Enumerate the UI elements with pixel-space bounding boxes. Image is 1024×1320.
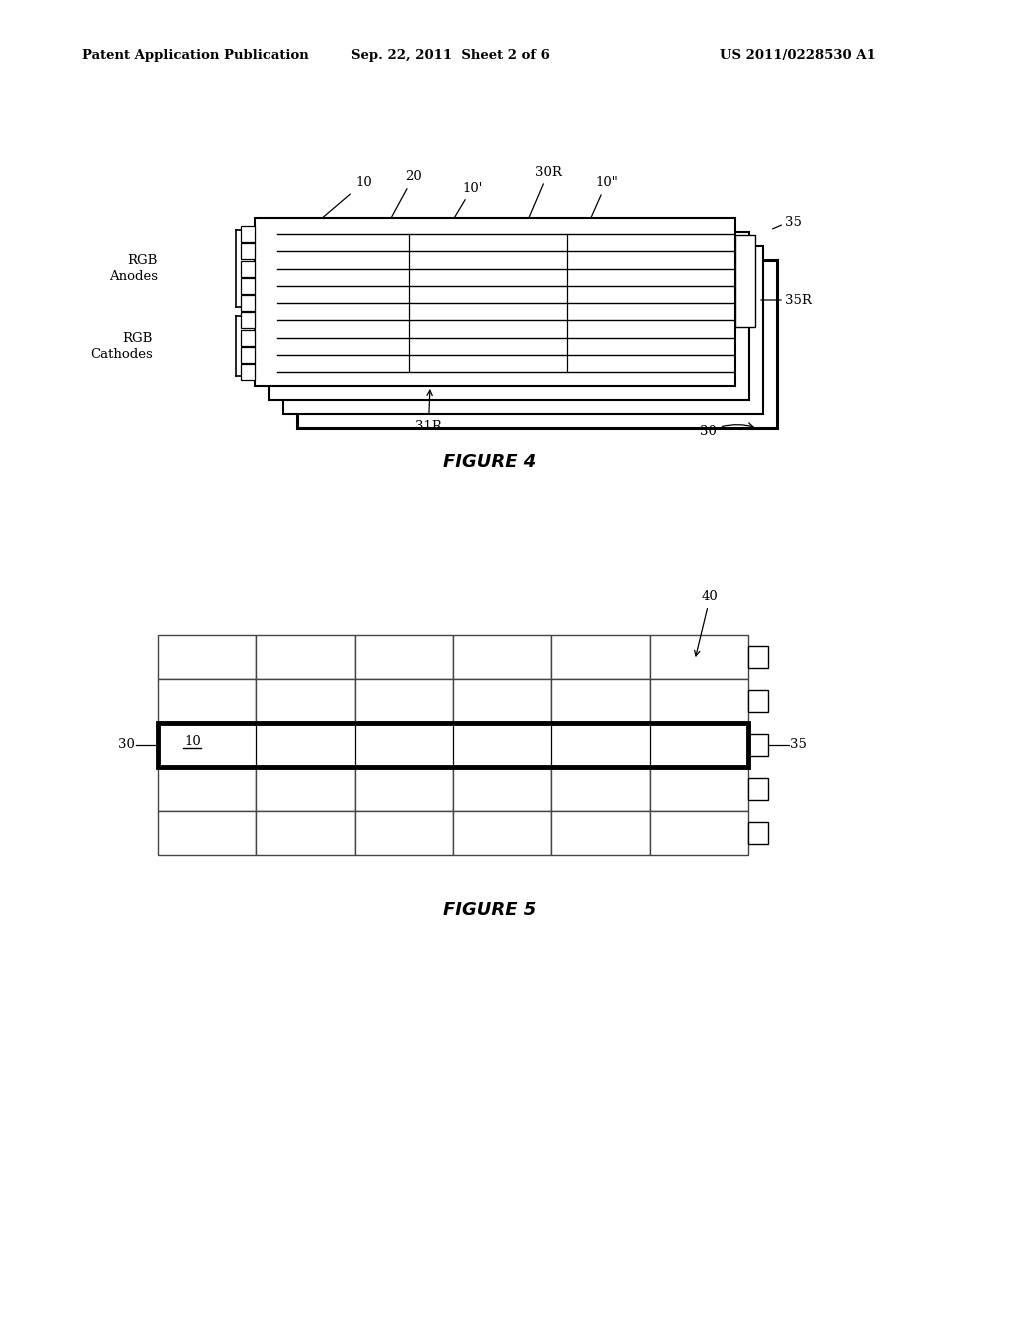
Text: RGB
Anodes: RGB Anodes <box>109 253 158 282</box>
Bar <box>649 635 748 678</box>
Text: 35R: 35R <box>785 293 812 306</box>
Bar <box>283 246 763 414</box>
Bar <box>453 678 551 723</box>
Bar <box>551 635 649 678</box>
Bar <box>735 235 755 327</box>
Bar <box>158 723 748 767</box>
Bar <box>256 767 354 810</box>
Text: 20: 20 <box>391 170 422 218</box>
Bar <box>241 226 255 242</box>
Bar <box>453 635 551 678</box>
Bar <box>453 810 551 855</box>
Bar <box>551 810 649 855</box>
Bar <box>748 690 768 711</box>
Bar <box>354 767 453 810</box>
Bar <box>241 294 255 312</box>
Bar <box>256 723 354 767</box>
Text: 35: 35 <box>790 738 807 751</box>
Bar <box>551 723 649 767</box>
Text: 10: 10 <box>323 177 372 218</box>
Bar <box>649 810 748 855</box>
Bar <box>256 635 354 678</box>
Text: 30: 30 <box>700 422 753 438</box>
Text: 30R: 30R <box>529 165 562 218</box>
Text: Sep. 22, 2011  Sheet 2 of 6: Sep. 22, 2011 Sheet 2 of 6 <box>350 49 550 62</box>
Bar <box>241 364 255 380</box>
Text: US 2011/0228530 A1: US 2011/0228530 A1 <box>720 49 876 62</box>
Bar <box>158 678 256 723</box>
Bar <box>241 313 255 329</box>
Bar <box>158 810 256 855</box>
Bar <box>551 767 649 810</box>
Text: FIGURE 4: FIGURE 4 <box>443 453 537 471</box>
Bar <box>748 777 768 800</box>
Text: Patent Application Publication: Patent Application Publication <box>82 49 309 62</box>
Bar <box>241 243 255 259</box>
Bar <box>256 678 354 723</box>
Text: 40: 40 <box>694 590 719 656</box>
Text: 31R: 31R <box>415 391 442 433</box>
Bar <box>269 232 749 400</box>
Bar <box>649 678 748 723</box>
Bar <box>551 678 649 723</box>
Bar <box>354 723 453 767</box>
Text: 35: 35 <box>785 215 802 228</box>
Bar <box>453 767 551 810</box>
Bar <box>748 645 768 668</box>
Text: 30: 30 <box>118 738 135 751</box>
Bar <box>241 260 255 276</box>
Bar <box>241 330 255 346</box>
Bar <box>354 678 453 723</box>
Bar <box>241 277 255 294</box>
Text: 10': 10' <box>455 181 482 218</box>
Bar <box>297 260 777 428</box>
Text: RGB
Cathodes: RGB Cathodes <box>90 331 153 360</box>
Bar <box>158 767 256 810</box>
Bar <box>748 734 768 756</box>
Bar <box>256 810 354 855</box>
Bar <box>453 723 551 767</box>
Bar <box>649 767 748 810</box>
Bar <box>748 822 768 843</box>
Bar <box>354 635 453 678</box>
Text: FIGURE 5: FIGURE 5 <box>443 902 537 919</box>
Bar <box>255 218 735 385</box>
Bar <box>649 723 748 767</box>
Text: 10: 10 <box>184 735 201 748</box>
Text: 10": 10" <box>591 177 617 218</box>
Bar <box>158 723 256 767</box>
Bar <box>158 635 256 678</box>
Bar <box>241 347 255 363</box>
Bar <box>354 810 453 855</box>
